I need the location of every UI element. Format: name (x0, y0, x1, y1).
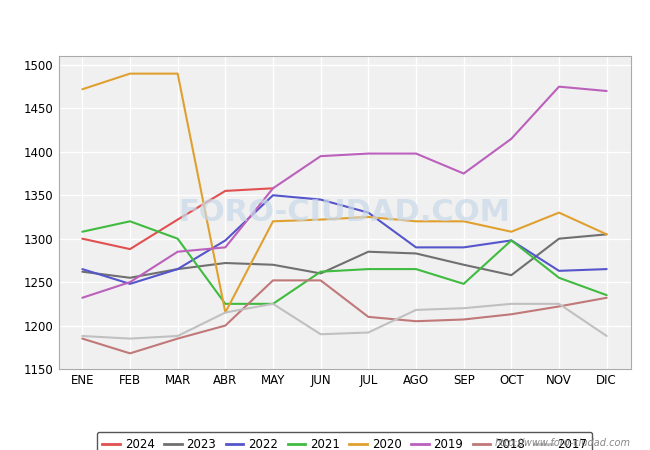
Legend: 2024, 2023, 2022, 2021, 2020, 2019, 2018, 2017: 2024, 2023, 2022, 2021, 2020, 2019, 2018… (96, 432, 593, 450)
Text: http://www.foro-ciudad.com: http://www.foro-ciudad.com (495, 438, 630, 448)
Text: Afiliados en San José del Valle a 31/5/2024: Afiliados en San José del Valle a 31/5/2… (148, 14, 502, 33)
Text: FORO-CIUDAD.COM: FORO-CIUDAD.COM (179, 198, 510, 227)
